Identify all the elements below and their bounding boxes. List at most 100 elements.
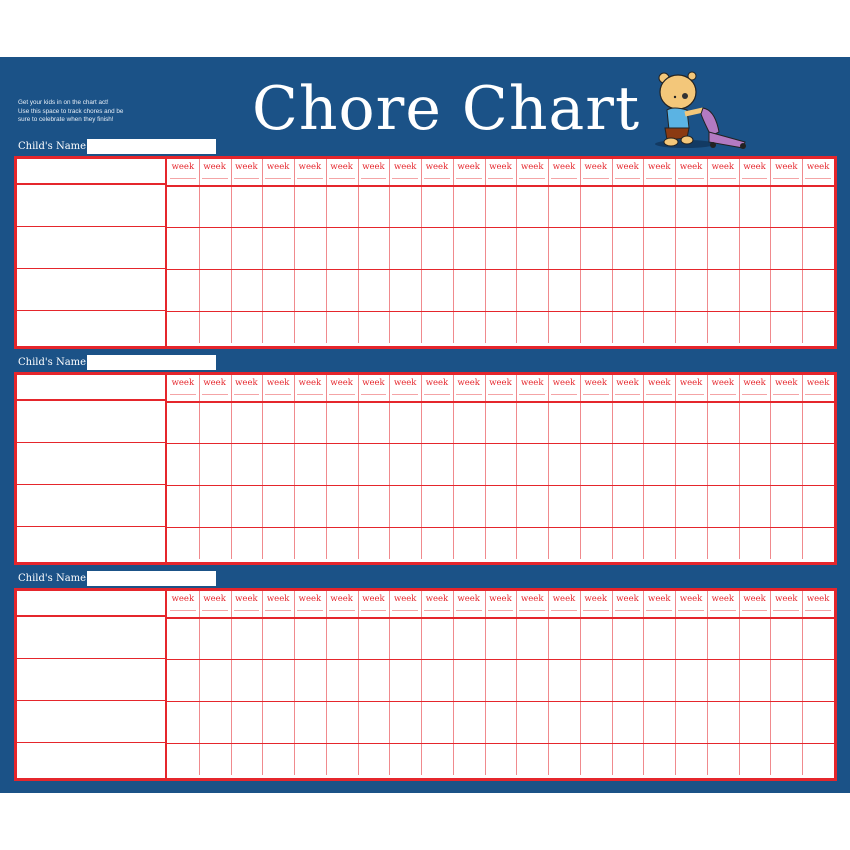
check-cell[interactable]	[357, 311, 390, 346]
check-cell[interactable]	[643, 401, 676, 443]
check-cell[interactable]	[484, 485, 517, 527]
check-cell[interactable]	[548, 527, 580, 562]
check-cell[interactable]	[643, 311, 676, 346]
check-cell[interactable]	[548, 401, 580, 443]
check-cell[interactable]	[611, 659, 644, 701]
check-cell[interactable]	[579, 185, 612, 227]
check-cell[interactable]	[452, 485, 485, 527]
check-cell[interactable]	[675, 743, 707, 778]
check-cell[interactable]	[516, 485, 549, 527]
check-cell[interactable]	[643, 485, 676, 527]
check-cell[interactable]	[675, 311, 707, 346]
check-cell[interactable]	[198, 311, 231, 346]
check-cell[interactable]	[643, 659, 676, 701]
check-cell[interactable]	[452, 185, 485, 227]
check-cell[interactable]	[294, 743, 326, 778]
check-cell[interactable]	[421, 185, 453, 227]
check-cell[interactable]	[770, 617, 803, 659]
check-cell[interactable]	[262, 485, 295, 527]
check-cell[interactable]	[675, 269, 707, 311]
check-cell[interactable]	[548, 311, 580, 346]
check-cell[interactable]	[516, 227, 549, 269]
check-cell[interactable]	[357, 743, 390, 778]
check-cell[interactable]	[548, 185, 580, 227]
check-cell[interactable]	[579, 701, 612, 743]
check-cell[interactable]	[802, 443, 834, 485]
check-cell[interactable]	[262, 227, 295, 269]
check-cell[interactable]	[675, 659, 707, 701]
childs-name-input[interactable]	[87, 139, 216, 154]
check-cell[interactable]	[230, 527, 263, 562]
check-cell[interactable]	[198, 743, 231, 778]
check-cell[interactable]	[738, 269, 771, 311]
check-cell[interactable]	[548, 443, 580, 485]
check-cell[interactable]	[357, 401, 390, 443]
check-cell[interactable]	[706, 617, 739, 659]
check-cell[interactable]	[611, 311, 644, 346]
check-cell[interactable]	[230, 401, 263, 443]
check-cell[interactable]	[484, 527, 517, 562]
check-cell[interactable]	[389, 527, 422, 562]
check-cell[interactable]	[357, 269, 390, 311]
check-cell[interactable]	[675, 617, 707, 659]
check-cell[interactable]	[325, 485, 358, 527]
check-cell[interactable]	[421, 401, 453, 443]
check-cell[interactable]	[611, 185, 644, 227]
check-cell[interactable]	[611, 485, 644, 527]
check-cell[interactable]	[167, 311, 199, 346]
check-cell[interactable]	[230, 743, 263, 778]
check-cell[interactable]	[294, 401, 326, 443]
check-cell[interactable]	[325, 443, 358, 485]
check-cell[interactable]	[611, 269, 644, 311]
check-cell[interactable]	[675, 185, 707, 227]
check-cell[interactable]	[262, 185, 295, 227]
check-cell[interactable]	[167, 401, 199, 443]
check-cell[interactable]	[516, 659, 549, 701]
check-cell[interactable]	[294, 701, 326, 743]
check-cell[interactable]	[579, 617, 612, 659]
check-cell[interactable]	[230, 227, 263, 269]
check-cell[interactable]	[579, 443, 612, 485]
check-cell[interactable]	[452, 743, 485, 778]
check-cell[interactable]	[389, 701, 422, 743]
check-cell[interactable]	[421, 659, 453, 701]
check-cell[interactable]	[516, 527, 549, 562]
check-cell[interactable]	[738, 443, 771, 485]
check-cell[interactable]	[230, 185, 263, 227]
check-cell[interactable]	[579, 311, 612, 346]
check-cell[interactable]	[611, 701, 644, 743]
check-cell[interactable]	[770, 185, 803, 227]
check-cell[interactable]	[325, 701, 358, 743]
check-cell[interactable]	[675, 485, 707, 527]
check-cell[interactable]	[548, 743, 580, 778]
check-cell[interactable]	[738, 185, 771, 227]
check-cell[interactable]	[579, 485, 612, 527]
check-cell[interactable]	[230, 269, 263, 311]
check-cell[interactable]	[611, 443, 644, 485]
check-cell[interactable]	[738, 527, 771, 562]
check-cell[interactable]	[484, 617, 517, 659]
check-cell[interactable]	[770, 269, 803, 311]
check-cell[interactable]	[357, 617, 390, 659]
check-cell[interactable]	[706, 485, 739, 527]
check-cell[interactable]	[421, 527, 453, 562]
check-cell[interactable]	[802, 527, 834, 562]
check-cell[interactable]	[294, 485, 326, 527]
check-cell[interactable]	[357, 527, 390, 562]
check-cell[interactable]	[421, 743, 453, 778]
check-cell[interactable]	[167, 701, 199, 743]
check-cell[interactable]	[484, 311, 517, 346]
check-cell[interactable]	[643, 443, 676, 485]
check-cell[interactable]	[738, 401, 771, 443]
check-cell[interactable]	[643, 617, 676, 659]
check-cell[interactable]	[611, 401, 644, 443]
check-cell[interactable]	[421, 485, 453, 527]
check-cell[interactable]	[325, 617, 358, 659]
check-cell[interactable]	[516, 701, 549, 743]
check-cell[interactable]	[325, 311, 358, 346]
check-cell[interactable]	[579, 227, 612, 269]
check-cell[interactable]	[389, 269, 422, 311]
check-cell[interactable]	[548, 269, 580, 311]
check-cell[interactable]	[294, 311, 326, 346]
check-cell[interactable]	[262, 527, 295, 562]
